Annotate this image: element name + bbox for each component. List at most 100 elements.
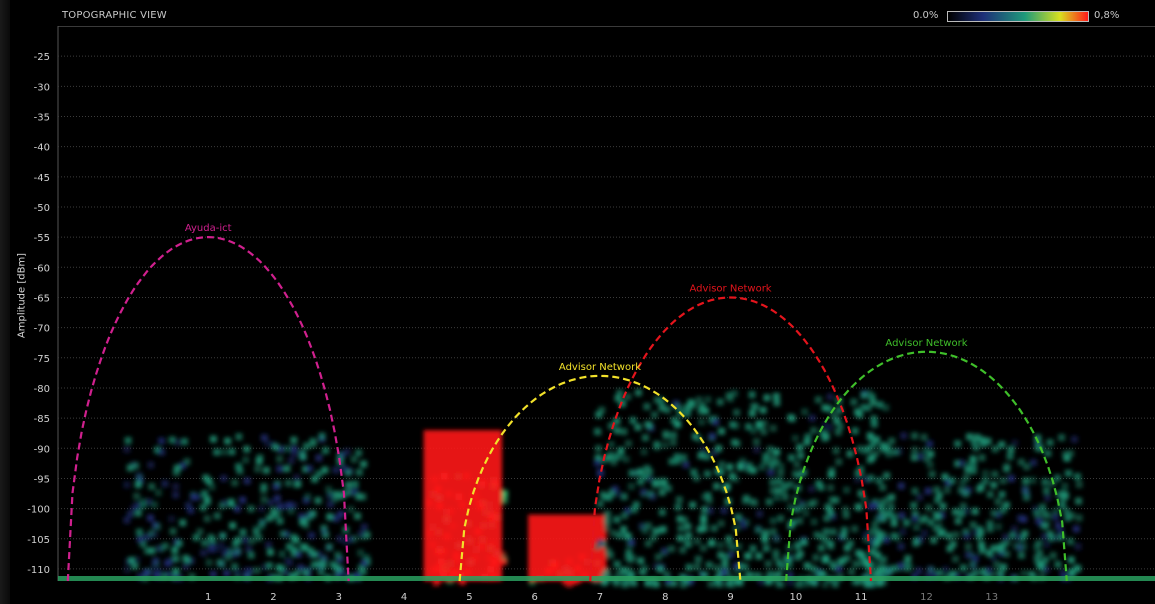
heat-cell: [658, 508, 666, 516]
heat-cell: [315, 454, 323, 462]
heat-cell: [897, 482, 905, 490]
heat-cell: [729, 543, 737, 551]
heat-cell: [773, 494, 781, 502]
heat-cell: [290, 445, 298, 453]
heat-cell: [606, 551, 614, 559]
heat-cell: [624, 507, 632, 515]
heat-cell: [607, 441, 615, 449]
heat-cell: [629, 417, 637, 425]
heat-cell: [882, 404, 890, 412]
x-tick-label: 7: [597, 592, 603, 603]
heat-cell: [344, 468, 352, 476]
heat-cell: [164, 559, 172, 567]
heat-cell: [911, 487, 919, 495]
heat-cell: [937, 530, 945, 538]
heat-cell: [862, 531, 870, 539]
heat-cell: [969, 521, 977, 529]
heat-cell: [199, 549, 207, 557]
heat-cell: [969, 467, 977, 475]
heat-cell: [713, 579, 721, 587]
heat-cell: [257, 523, 265, 531]
heat-cell: [873, 528, 881, 536]
heat-cell: [880, 531, 888, 539]
heat-cell: [911, 510, 919, 518]
color-scale-bar: [947, 11, 1089, 22]
heat-cell: [605, 494, 613, 502]
heat-cell: [1039, 565, 1047, 573]
heat-cell: [172, 483, 180, 491]
heat-cell: [906, 563, 914, 571]
heat-cell: [627, 482, 635, 490]
heat-cell: [777, 514, 785, 522]
heat-cell: [334, 551, 342, 559]
heat-cell: [627, 539, 635, 547]
heat-cell: [130, 504, 138, 512]
x-tick-label: 13: [985, 592, 998, 603]
heat-cell: [848, 568, 856, 576]
heat-cell: [985, 566, 993, 574]
heat-cell: [638, 522, 646, 530]
heat-cell: [988, 571, 996, 579]
heat-cell: [499, 551, 507, 559]
heat-cell: [875, 477, 883, 485]
heat-cell: [716, 541, 724, 549]
heat-cell: [858, 560, 866, 568]
heat-cell: [769, 517, 777, 525]
heat-cell: [683, 409, 691, 417]
heat-cell: [862, 578, 870, 586]
heat-cell: [918, 516, 926, 524]
heat-cell: [1043, 541, 1051, 549]
heat-cell: [803, 562, 811, 570]
heat-cell: [883, 444, 891, 452]
heat-cell: [860, 495, 868, 503]
heat-cell: [701, 506, 709, 514]
heat-cell: [930, 572, 938, 580]
heat-cell: [193, 493, 201, 501]
heat-cell: [154, 523, 162, 531]
heat-cell: [928, 470, 936, 478]
heat-cell: [854, 408, 862, 416]
heat-cell: [1022, 494, 1030, 502]
heat-cell: [266, 514, 274, 522]
heat-cell: [333, 490, 341, 498]
heat-cell: [331, 495, 339, 503]
heat-cell: [335, 565, 343, 573]
heat-cell: [927, 566, 935, 574]
heat-cell: [154, 446, 162, 454]
heat-cell: [652, 580, 660, 588]
heat-cell: [338, 451, 346, 459]
heat-cell: [710, 449, 718, 457]
heat-cell: [842, 506, 850, 514]
heat-cell: [620, 525, 628, 533]
heat-cell: [1070, 435, 1078, 443]
heat-cell: [828, 467, 836, 475]
heat-cell: [989, 554, 997, 562]
heat-cell: [954, 460, 962, 468]
heat-cell: [1058, 434, 1066, 442]
heat-cell: [290, 450, 298, 458]
heat-cell: [972, 569, 980, 577]
heat-cell: [132, 462, 140, 470]
heat-cell: [302, 569, 310, 577]
heat-cell: [661, 441, 669, 449]
heat-cell: [620, 512, 628, 520]
heat-cell: [780, 488, 788, 496]
heat-cell: [243, 477, 251, 485]
heat-cell: [821, 580, 829, 588]
heat-cell: [915, 567, 923, 575]
heat-cell: [1022, 477, 1030, 485]
heat-cell: [701, 524, 709, 532]
heat-cell: [810, 518, 818, 526]
heat-cell: [943, 486, 951, 494]
heat-cell: [1036, 549, 1044, 557]
heat-cell: [306, 465, 314, 473]
heat-cell: [753, 446, 761, 454]
heat-cell: [615, 490, 623, 498]
heat-cell: [976, 485, 984, 493]
heat-cell: [150, 562, 158, 570]
heat-cell: [134, 501, 142, 509]
heat-cell: [172, 567, 180, 575]
y-tick-label: -35: [34, 112, 50, 123]
heat-cell: [145, 498, 153, 506]
heat-cell: [954, 440, 962, 448]
